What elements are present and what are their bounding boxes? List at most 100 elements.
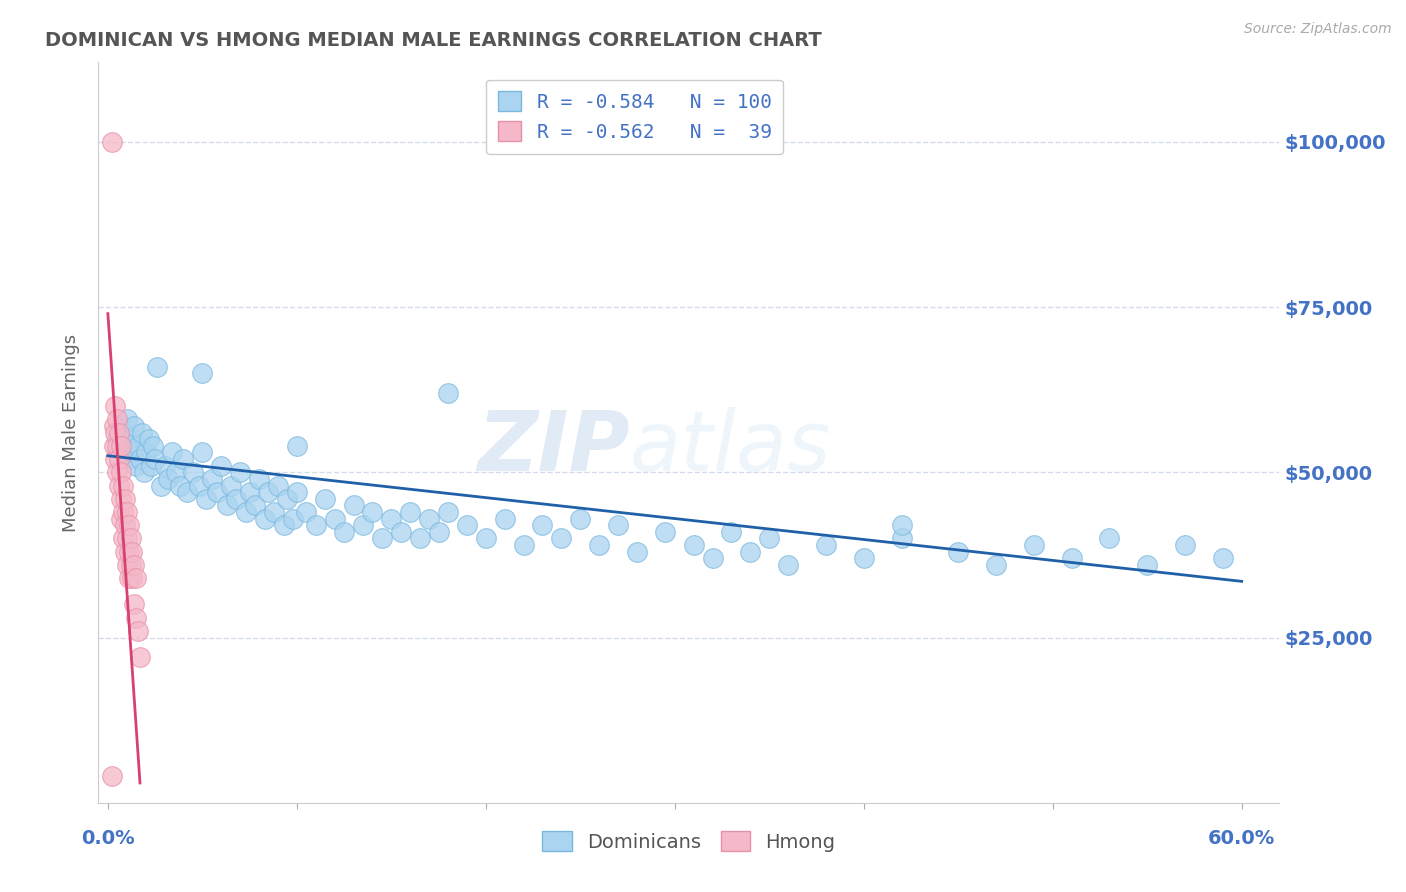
Legend: Dominicans, Hmong: Dominicans, Hmong: [534, 823, 844, 860]
Point: [512, 538, 534, 552]
Point: [110, 465, 132, 479]
Point: [437, 505, 460, 519]
Point: [120, 558, 142, 572]
Point: [195, 491, 218, 506]
Point: [135, 445, 157, 459]
Point: [121, 544, 143, 558]
Point: [654, 524, 676, 539]
Point: [120, 432, 142, 446]
Point: [215, 499, 238, 513]
Point: [143, 452, 166, 467]
Point: [380, 511, 402, 525]
Point: [141, 458, 163, 473]
Text: Source: ZipAtlas.com: Source: ZipAtlas.com: [1244, 22, 1392, 37]
Point: [285, 439, 308, 453]
Point: [115, 505, 138, 519]
Point: [371, 532, 394, 546]
Point: [494, 511, 516, 525]
Point: [124, 598, 146, 612]
Point: [111, 532, 134, 546]
Point: [1022, 538, 1045, 552]
Point: [758, 532, 780, 546]
Point: [531, 518, 554, 533]
Point: [207, 485, 229, 500]
Point: [153, 458, 176, 473]
Point: [110, 419, 132, 434]
Point: [257, 485, 280, 500]
Point: [138, 432, 160, 446]
Point: [187, 478, 209, 492]
Point: [124, 419, 146, 434]
Point: [118, 544, 141, 558]
Point: [114, 518, 136, 533]
Point: [305, 518, 328, 533]
Point: [129, 452, 152, 467]
Point: [607, 518, 630, 533]
Point: [100, 135, 122, 149]
Point: [740, 544, 762, 558]
Point: [352, 518, 374, 533]
Point: [108, 452, 131, 467]
Point: [104, 452, 127, 467]
Point: [118, 452, 141, 467]
Point: [247, 472, 270, 486]
Point: [626, 544, 648, 558]
Point: [235, 505, 257, 519]
Point: [165, 465, 187, 479]
Point: [169, 478, 191, 492]
Point: [105, 439, 128, 453]
Point: [121, 445, 143, 459]
Point: [100, 769, 122, 783]
Text: 0.0%: 0.0%: [82, 829, 135, 847]
Point: [115, 532, 138, 546]
Point: [239, 485, 262, 500]
Point: [314, 491, 336, 506]
Point: [104, 425, 127, 440]
Point: [131, 425, 153, 440]
Point: [111, 445, 134, 459]
Point: [399, 505, 422, 519]
Point: [181, 465, 204, 479]
Point: [110, 439, 132, 453]
Point: [114, 491, 136, 506]
Point: [115, 412, 138, 426]
Point: [333, 524, 356, 539]
Point: [105, 465, 128, 479]
Point: [121, 571, 143, 585]
Point: [984, 558, 1007, 572]
Point: [103, 419, 125, 434]
Point: [125, 610, 148, 624]
Point: [132, 465, 155, 479]
Point: [172, 452, 194, 467]
Point: [176, 485, 198, 500]
Point: [702, 551, 724, 566]
Point: [1136, 558, 1159, 572]
Text: atlas: atlas: [630, 407, 831, 488]
Point: [550, 532, 572, 546]
Point: [720, 524, 742, 539]
Point: [115, 439, 138, 453]
Point: [125, 458, 148, 473]
Point: [108, 425, 131, 440]
Point: [114, 544, 136, 558]
Point: [118, 518, 141, 533]
Point: [281, 511, 304, 525]
Point: [160, 445, 183, 459]
Point: [105, 412, 128, 426]
Point: [1174, 538, 1197, 552]
Point: [146, 359, 169, 374]
Point: [111, 478, 134, 492]
Point: [323, 511, 346, 525]
Point: [276, 491, 298, 506]
Point: [437, 386, 460, 401]
Point: [105, 432, 128, 446]
Point: [1060, 551, 1083, 566]
Point: [890, 518, 912, 533]
Point: [114, 425, 136, 440]
Point: [408, 532, 430, 546]
Point: [127, 439, 149, 453]
Point: [253, 511, 276, 525]
Point: [110, 511, 132, 525]
Point: [129, 650, 152, 665]
Point: [263, 505, 285, 519]
